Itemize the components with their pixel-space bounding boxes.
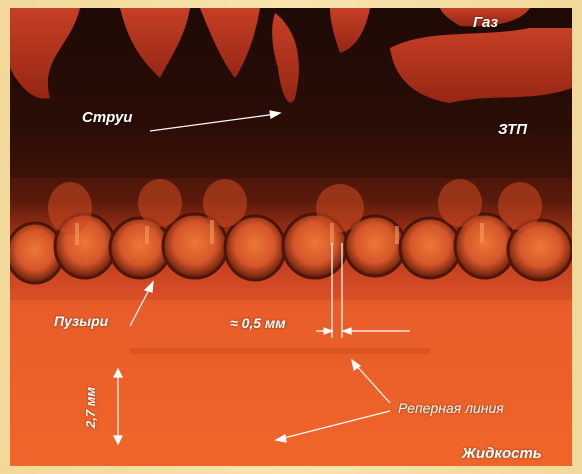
photo-frame: Газ Струи ЗТП Пузыри ≈ 0,5 мм Реперная л… [10,8,572,466]
label-reference-line: Реперная линия [398,400,504,416]
label-gas: Газ [473,14,499,31]
boiling-photo [10,8,572,466]
gas-blobs [10,8,572,103]
label-jets: Струи [82,109,133,126]
bubbles-row [10,179,572,285]
label-bubbles: Пузыри [54,313,109,329]
label-width: ≈ 0,5 мм [230,315,286,331]
label-height: 2,7 мм [82,387,98,428]
label-ztp: ЗТП [498,121,528,138]
label-liquid: Жидкость [462,445,542,462]
reference-line-mark [130,348,430,354]
